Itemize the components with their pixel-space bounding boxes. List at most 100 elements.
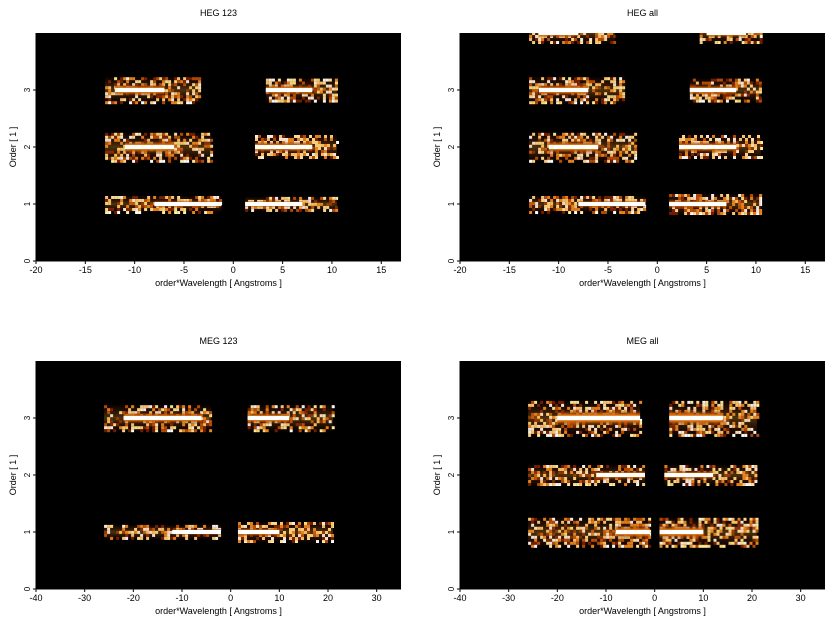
x-tick-label: -20 <box>453 265 466 275</box>
band-pixel <box>529 29 532 32</box>
x-tick-label: -20 <box>551 593 564 603</box>
band-pixel <box>561 433 565 437</box>
y-axis-label: Order [ 1 ] <box>8 455 18 496</box>
band-pixel <box>565 26 568 29</box>
band-pixel <box>556 29 559 32</box>
x-axis-label: order*Wavelength [ Angstroms ] <box>579 278 706 288</box>
band-core-line <box>578 202 646 206</box>
band-pixel <box>595 159 599 163</box>
band-pixel <box>192 211 196 214</box>
band-pixel <box>755 538 759 542</box>
band-core-line <box>548 145 599 149</box>
band-pixel <box>709 23 712 26</box>
band-pixel <box>553 23 556 26</box>
band-pixel <box>183 159 187 163</box>
band-core-line <box>596 473 645 477</box>
band-pixel <box>547 211 551 214</box>
band-pixel <box>607 29 610 32</box>
band-pixel <box>648 544 652 548</box>
band-pixel <box>665 544 669 548</box>
y-tick-label: 0 <box>23 586 32 591</box>
x-tick-label: -30 <box>78 593 91 603</box>
band-pixel <box>639 421 643 425</box>
y-tick-label: 3 <box>23 87 32 92</box>
band-pixel <box>616 159 620 163</box>
band-pixel <box>604 26 607 29</box>
band-pixel <box>544 23 547 26</box>
band-pixel <box>105 211 109 214</box>
y-axis-label: Order [ 1 ] <box>432 127 442 168</box>
chart-title: HEG 123 <box>200 8 237 18</box>
band-core-line <box>154 202 222 206</box>
band-pixel <box>600 433 604 437</box>
x-tick-label: -15 <box>503 265 516 275</box>
band-pixel <box>552 433 556 437</box>
band-pixel <box>606 544 610 548</box>
band-pixel <box>642 544 646 548</box>
band-order-2 <box>664 465 758 486</box>
band-pixel <box>755 517 759 521</box>
band-pixel <box>634 132 638 136</box>
y-tick-label: 1 <box>23 201 32 206</box>
band-pixel <box>630 433 634 437</box>
band-pixel <box>631 159 635 163</box>
band-pixel <box>570 433 574 437</box>
band-pixel <box>114 159 118 163</box>
band-pixel <box>736 23 739 26</box>
band-pixel <box>210 138 214 142</box>
band-core-line <box>669 416 723 420</box>
y-axis-label: Order [ 1 ] <box>8 127 18 168</box>
band-pixel <box>721 29 724 32</box>
band-order-1 <box>659 517 759 548</box>
band-halo <box>529 33 615 43</box>
band-pixel <box>207 211 211 214</box>
band-pixel <box>541 211 545 214</box>
band-pixel <box>639 418 643 422</box>
band-pixel <box>177 211 181 214</box>
band-pixel <box>544 26 547 29</box>
band-order-1 <box>105 196 223 214</box>
x-tick-label: -40 <box>453 593 466 603</box>
band-pixel <box>625 211 629 214</box>
band-pixel <box>760 29 763 32</box>
band-core-line <box>669 202 727 206</box>
band-pixel <box>601 26 604 29</box>
band-pixel <box>703 26 706 29</box>
y-tick-label: 2 <box>447 472 456 477</box>
band-pixel <box>577 26 580 29</box>
band-pixel <box>595 23 598 26</box>
band-pixel <box>546 433 550 437</box>
band-pixel <box>750 433 754 437</box>
band-pixel <box>607 23 610 26</box>
band-pixel <box>331 411 335 415</box>
band-pixel <box>754 23 757 26</box>
band-pixel <box>556 26 559 29</box>
band-pixel <box>714 433 718 437</box>
band-core <box>538 33 579 38</box>
y-tick-label: 3 <box>23 415 32 420</box>
band-order-1 <box>104 524 222 540</box>
y-tick-label: 3 <box>447 415 456 420</box>
band-pixel <box>702 433 706 437</box>
band-pixel <box>195 159 199 163</box>
band-pixel <box>755 526 759 530</box>
chart-title: HEG all <box>627 8 658 18</box>
band-pixel <box>586 23 589 26</box>
band-pixel <box>639 400 643 404</box>
band-pixel <box>712 26 715 29</box>
band-pixel <box>742 26 745 29</box>
band-pixel <box>741 433 745 437</box>
band-pixel <box>586 29 589 32</box>
band-pixel <box>610 23 613 26</box>
band-pixel <box>577 29 580 32</box>
band-pixel <box>571 23 574 26</box>
band-pixel <box>706 29 709 32</box>
band-pixel <box>583 159 587 163</box>
band-core-line <box>123 416 202 420</box>
band-pixel <box>634 156 638 160</box>
band-pixel <box>701 544 705 548</box>
band-pixel <box>583 26 586 29</box>
band-pixel <box>637 211 641 214</box>
band-order-2 <box>528 465 646 486</box>
band-pixel <box>628 159 632 163</box>
